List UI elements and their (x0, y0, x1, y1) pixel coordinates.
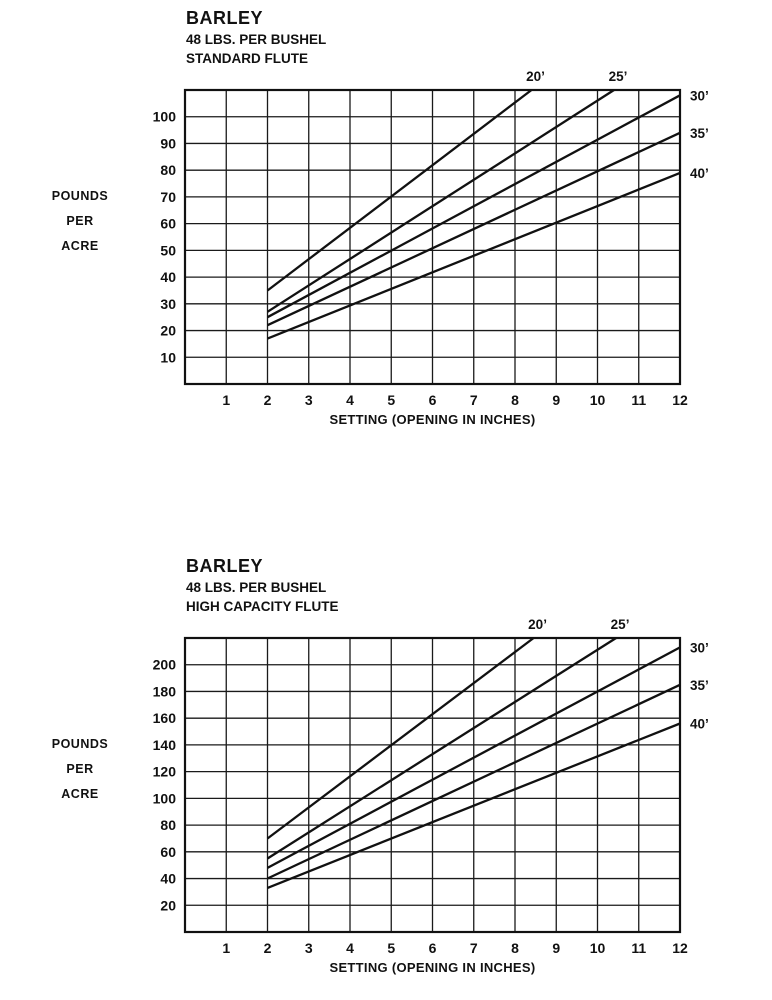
y-tick-label: 120 (153, 764, 177, 780)
x-axis-label: SETTING (OPENING IN INCHES) (329, 412, 536, 427)
x-tick-label: 9 (552, 940, 560, 956)
chart-barley-standard-flute: BARLEY 48 LBS. PER BUSHEL STANDARD FLUTE… (0, 4, 772, 452)
x-tick-label: 8 (511, 940, 519, 956)
series-line (267, 171, 681, 340)
x-tick-label: 6 (429, 940, 437, 956)
series-label: 30’ (690, 640, 709, 655)
x-tick-label: 7 (470, 392, 478, 408)
x-tick-label: 6 (429, 392, 437, 408)
series-line (266, 94, 681, 319)
series-line (267, 683, 681, 880)
y-tick-label: 180 (153, 683, 177, 699)
series-label: 35’ (690, 678, 709, 693)
y-tick-label: 20 (160, 897, 176, 913)
x-tick-label: 11 (631, 392, 646, 408)
x-tick-label: 3 (305, 392, 313, 408)
x-tick-label: 10 (590, 392, 606, 408)
y-tick-label: 30 (160, 296, 176, 312)
series-label: 40’ (690, 717, 709, 732)
y-tick-label: 50 (160, 242, 176, 258)
series-label: 25’ (611, 617, 630, 632)
plot-svg-high-capacity-flute: 1 2 3 4 5 6 7 8 9 10 11 122040608010012014016018020… (153, 617, 709, 956)
y-tick-label: 90 (160, 135, 176, 151)
y-tick-label: 40 (160, 871, 176, 887)
x-tick-label: 4 (346, 392, 354, 408)
chart-barley-high-capacity-flute: BARLEY 48 LBS. PER BUSHEL HIGH CAPACITY … (0, 552, 772, 1000)
y-axis-label-line: ACRE (61, 787, 99, 801)
series-label: 25’ (609, 69, 628, 84)
chart-subtitle-flute-type: STANDARD FLUTE (186, 51, 308, 66)
plot-border (183, 636, 682, 934)
x-tick-label: 2 (264, 392, 272, 408)
x-tick-label: 1 (222, 392, 230, 408)
y-axis-label: POUNDS PER ACRE (38, 732, 122, 807)
series-line (266, 637, 617, 860)
y-tick-label: 70 (160, 189, 176, 205)
y-tick-label: 60 (160, 844, 176, 860)
series-label: 20’ (526, 69, 545, 84)
x-tick-label: 2 (264, 940, 272, 956)
chart-subtitle-bushel-weight: 48 LBS. PER BUSHEL (186, 580, 327, 595)
y-tick-label: 80 (160, 817, 176, 833)
y-tick-label: 10 (160, 349, 176, 365)
series-label: 30’ (690, 88, 709, 103)
x-tick-label: 1 (222, 940, 230, 956)
x-tick-label: 12 (672, 940, 688, 956)
x-tick-label: 9 (552, 392, 560, 408)
y-tick-label: 100 (153, 790, 177, 806)
y-tick-label: 160 (153, 710, 177, 726)
series-line (267, 131, 681, 327)
series-label: 35’ (690, 126, 709, 141)
chart-title: BARLEY (186, 8, 264, 28)
series-line (266, 89, 615, 313)
y-tick-label: 140 (153, 737, 177, 753)
y-axis-label: POUNDS PER ACRE (38, 184, 122, 259)
series-label: 40’ (690, 166, 709, 181)
series-line (267, 722, 681, 889)
chart-subtitle-flute-type: HIGH CAPACITY FLUTE (186, 599, 339, 614)
y-tick-label: 20 (160, 323, 176, 339)
chart-title-block: BARLEY 48 LBS. PER BUSHEL STANDARD FLUTE (186, 8, 326, 66)
x-tick-label: 4 (346, 940, 354, 956)
plot-border (183, 88, 682, 386)
x-tick-label: 11 (631, 940, 646, 956)
y-tick-label: 40 (160, 269, 176, 285)
x-tick-label: 7 (470, 940, 478, 956)
x-tick-label: 8 (511, 392, 519, 408)
y-axis-label-line: PER (66, 762, 94, 776)
y-axis-label-line: POUNDS (51, 189, 109, 203)
series-line (266, 646, 681, 869)
chart-title-block: BARLEY 48 LBS. PER BUSHEL HIGH CAPACITY … (186, 556, 339, 614)
y-tick-label: 100 (153, 109, 177, 125)
y-tick-label: 200 (153, 657, 177, 673)
y-tick-label: 60 (160, 216, 176, 232)
series-line (266, 89, 533, 292)
x-tick-label: 5 (387, 940, 395, 956)
y-tick-label: 80 (160, 162, 176, 178)
y-axis-label-line: ACRE (61, 239, 99, 253)
x-tick-label: 10 (590, 940, 606, 956)
x-tick-label: 12 (672, 392, 688, 408)
chart-title: BARLEY (186, 556, 264, 576)
x-axis-label: SETTING (OPENING IN INCHES) (329, 960, 536, 975)
series-label: 20’ (528, 617, 547, 632)
series-line (266, 637, 535, 840)
x-tick-label: 3 (305, 940, 313, 956)
x-tick-label: 5 (387, 392, 395, 408)
chart-subtitle-bushel-weight: 48 LBS. PER BUSHEL (186, 32, 327, 47)
y-axis-label-line: POUNDS (51, 737, 109, 751)
y-axis-label-line: PER (66, 214, 94, 228)
